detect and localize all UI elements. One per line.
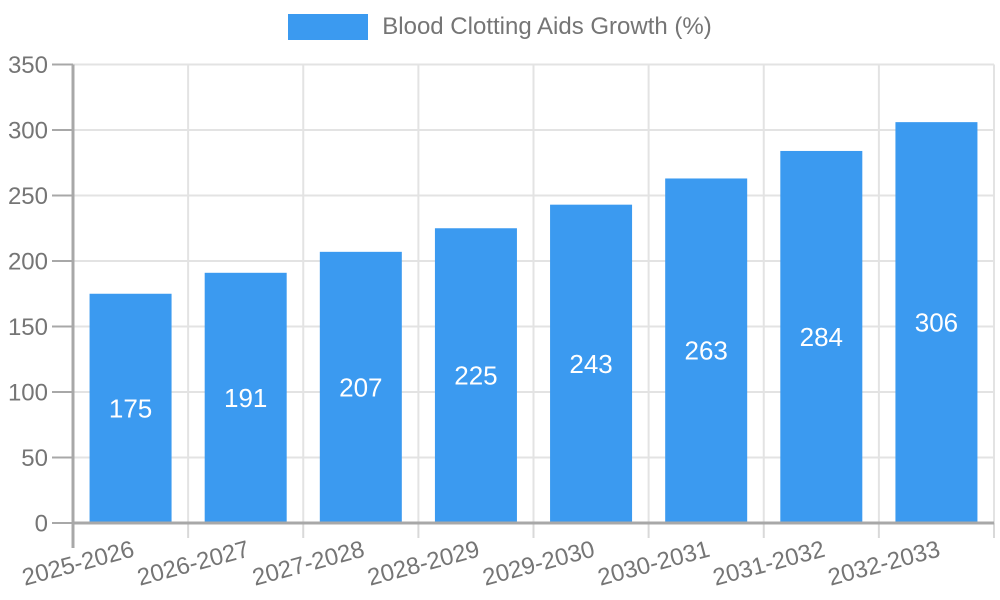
bar-value-label: 191 bbox=[224, 383, 267, 413]
x-axis-label: 2030-2031 bbox=[595, 536, 713, 592]
chart-legend: Blood Clotting Aids Growth (%) bbox=[0, 14, 1000, 40]
bar bbox=[204, 272, 287, 523]
bar-value-label: 225 bbox=[454, 361, 497, 391]
y-axis-label: 150 bbox=[8, 314, 48, 341]
legend-swatch bbox=[288, 14, 369, 40]
bar-value-label: 306 bbox=[915, 308, 958, 338]
y-axis-label: 0 bbox=[35, 511, 48, 538]
x-axis-label: 2026-2027 bbox=[134, 536, 252, 592]
x-axis-label: 2029-2030 bbox=[480, 536, 598, 592]
bar bbox=[665, 178, 748, 523]
x-axis-label: 2031-2032 bbox=[710, 536, 828, 592]
bar bbox=[434, 228, 517, 523]
y-axis-label: 200 bbox=[8, 249, 48, 276]
bar bbox=[319, 251, 402, 523]
bar-value-label: 175 bbox=[109, 393, 152, 423]
x-axis-label: 2032-2033 bbox=[825, 536, 943, 592]
x-axis-label: 2025-2026 bbox=[19, 536, 137, 592]
bar-value-label: 243 bbox=[569, 349, 612, 379]
bar-value-label: 263 bbox=[684, 336, 727, 366]
y-axis-label: 250 bbox=[8, 183, 48, 210]
bar bbox=[780, 150, 863, 523]
y-axis-label: 50 bbox=[21, 445, 48, 472]
y-axis-label: 350 bbox=[8, 52, 48, 79]
bar-value-label: 284 bbox=[800, 322, 843, 352]
y-axis-label: 300 bbox=[8, 118, 48, 145]
y-axis-label: 100 bbox=[8, 380, 48, 407]
bar bbox=[550, 204, 633, 524]
bar bbox=[89, 293, 172, 523]
bar bbox=[895, 122, 978, 523]
x-axis-label: 2028-2029 bbox=[365, 536, 483, 592]
x-axis-label: 2027-2028 bbox=[250, 536, 368, 592]
legend-label: Blood Clotting Aids Growth (%) bbox=[382, 13, 712, 40]
bar-value-label: 207 bbox=[339, 372, 382, 402]
